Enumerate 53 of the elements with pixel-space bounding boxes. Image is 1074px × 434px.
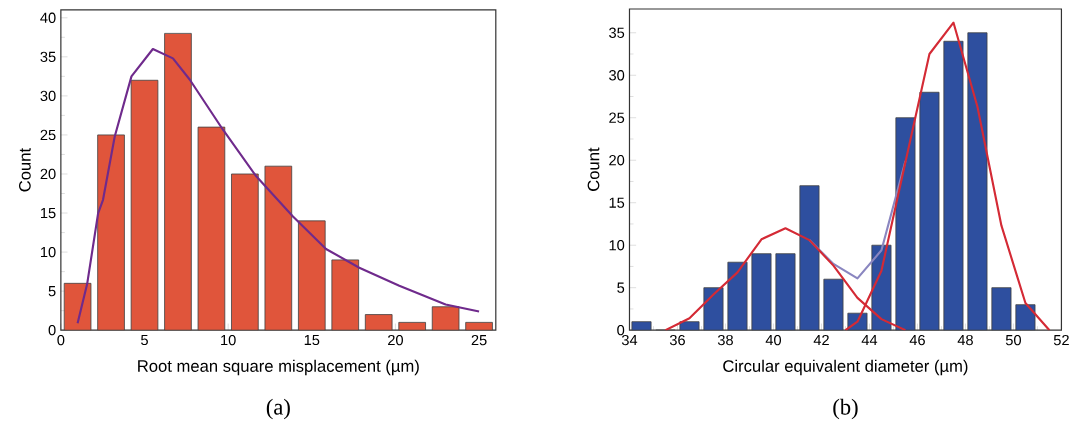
x-tick-label: 50 <box>1005 334 1021 346</box>
y-axis-title: Count <box>19 148 31 192</box>
y-tick-label: 40 <box>40 12 56 23</box>
bar <box>991 287 1012 331</box>
bar <box>97 134 125 331</box>
text: (b) <box>833 398 858 420</box>
y-tick-label: 10 <box>41 246 56 258</box>
y-tick-label: 35 <box>40 51 56 63</box>
bar <box>432 306 459 331</box>
bar <box>264 166 292 331</box>
x-tick-label: 52 <box>1053 334 1069 346</box>
y-tick-label: 0 <box>617 325 625 336</box>
x-tick-label: 40 <box>765 334 782 346</box>
y-tick-label: 30 <box>609 70 625 81</box>
y-tick-label: 15 <box>609 197 625 208</box>
bar <box>919 92 940 331</box>
y-tick-label: 0 <box>48 325 56 336</box>
text: (a) <box>266 398 290 420</box>
x-tick-label: 25 <box>471 334 487 346</box>
y-tick-label: 5 <box>48 286 56 297</box>
y-tick-label: 25 <box>40 129 56 141</box>
x-tick-label: 46 <box>909 334 925 346</box>
x-tick-label: 20 <box>388 334 403 346</box>
x-tick-label: 36 <box>669 334 685 346</box>
bar <box>164 33 192 331</box>
bar <box>967 32 988 331</box>
y-tick-label: 20 <box>40 168 56 180</box>
x-axis-title: Circular equivalent diameter (µm) <box>723 359 968 376</box>
y-tick-label: 30 <box>40 90 56 102</box>
bar <box>198 127 225 331</box>
y-tick-label: 5 <box>617 282 625 293</box>
y-tick-label: 10 <box>609 240 625 251</box>
bar <box>943 41 964 331</box>
x-tick-label: 42 <box>813 334 829 346</box>
x-tick-label: 0 <box>57 334 65 346</box>
bar <box>231 174 259 331</box>
bar <box>131 80 158 331</box>
x-tick-label: 48 <box>957 334 973 346</box>
x-tick-label: 38 <box>717 334 733 346</box>
y-tick-label: 25 <box>609 112 625 123</box>
x-tick-label: 5 <box>141 334 148 346</box>
y-tick-label: 35 <box>609 27 625 38</box>
y-tick-label: 15 <box>41 207 56 219</box>
line-series <box>76 47 481 325</box>
x-tick-label: 10 <box>221 334 236 346</box>
y-tick-label: 20 <box>609 155 625 166</box>
bar <box>331 259 359 331</box>
y-axis-title: Count <box>587 147 600 191</box>
x-tick-label: 15 <box>304 334 320 346</box>
x-tick-label: 44 <box>861 334 878 345</box>
x-axis-title: Root mean square misplacement (µm) <box>138 359 419 376</box>
bar <box>365 314 393 331</box>
bar <box>298 220 326 331</box>
